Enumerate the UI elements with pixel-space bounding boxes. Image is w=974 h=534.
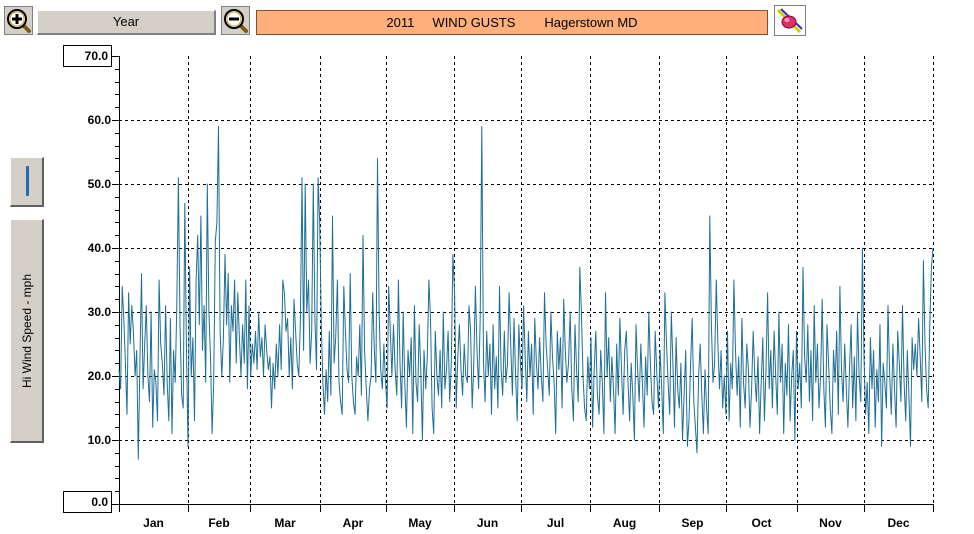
chart-title: 2011 WIND GUSTS Hagerstown MD [256, 10, 768, 35]
y-tick-label: 60.0 [88, 113, 112, 127]
y-max-input[interactable]: 70.0 [63, 45, 112, 67]
magnifier-plus-icon [7, 9, 31, 33]
y-tick-label: 10.0 [88, 433, 112, 447]
x-tick-label: Apr [343, 516, 364, 530]
y-min-input[interactable]: 0.0 [63, 491, 112, 513]
x-tick-label: Jun [477, 516, 498, 530]
x-tick-labels: 10.0 20.0 30.0 40.0 50.0 60.0 Jan Feb Mar Apr May J… [88, 113, 910, 530]
x-tick-label: Jul [547, 516, 564, 530]
y-tick-label: 50.0 [88, 177, 112, 191]
x-tick-label: Nov [819, 516, 842, 530]
x-tick-label: Feb [208, 516, 229, 530]
x-tick-label: Dec [887, 516, 909, 530]
eraser-icon [776, 8, 803, 34]
series-line-wind-gusts [118, 125, 934, 460]
y-tick-label: 40.0 [88, 241, 112, 255]
y-axis-label-panel[interactable]: Hi Wind Speed - mph [10, 219, 44, 443]
vertical-gridlines [188, 56, 934, 504]
series-group [118, 125, 934, 460]
magnifier-minus-icon [224, 9, 248, 33]
series-style-button[interactable] [10, 157, 44, 207]
period-selector[interactable]: Year [37, 10, 216, 35]
x-tick-label: Aug [613, 516, 636, 530]
line-style-icon [26, 166, 29, 196]
x-tick-label: Mar [274, 516, 296, 530]
y-tick-label: 20.0 [88, 369, 112, 383]
x-tick-label: Oct [751, 516, 771, 530]
x-tick-label: Sep [681, 516, 703, 530]
x-tick-label: May [408, 516, 432, 530]
zoom-out-button[interactable] [221, 6, 250, 35]
zoom-in-button[interactable] [4, 6, 33, 35]
x-tick-label: Jan [143, 516, 164, 530]
tick-marks [112, 56, 934, 512]
axes [119, 56, 934, 505]
erase-button[interactable] [774, 5, 806, 36]
y-tick-label: 30.0 [88, 305, 112, 319]
